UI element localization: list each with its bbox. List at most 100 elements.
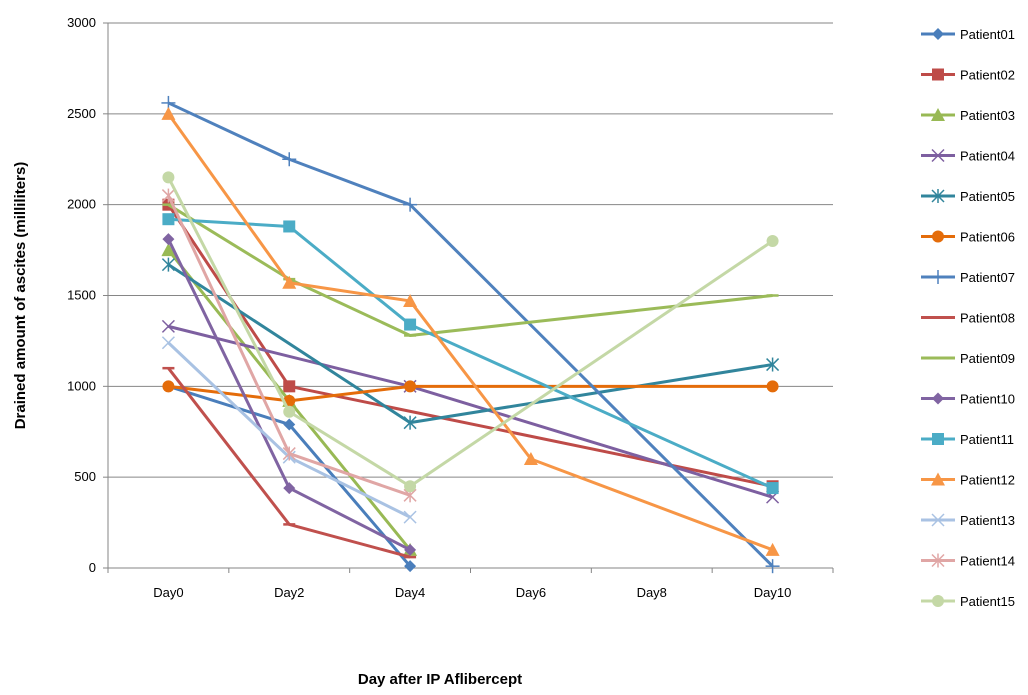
series-line bbox=[167, 263, 773, 425]
legend-marker bbox=[932, 392, 944, 405]
series-line bbox=[167, 203, 773, 337]
data-point bbox=[283, 220, 296, 233]
data-point bbox=[282, 275, 297, 289]
grid-lines bbox=[108, 22, 833, 478]
data-point bbox=[765, 542, 780, 556]
legend-label: Patient03 bbox=[960, 108, 1015, 123]
data-point bbox=[162, 213, 175, 226]
series-Patient14 bbox=[161, 188, 417, 503]
legend-marker bbox=[932, 433, 944, 445]
data-point bbox=[161, 319, 175, 333]
x-tick-label: Day4 bbox=[395, 585, 425, 600]
axes: 0 500 1000 1500 2000 2500 3000 Day0 Day2 Day4 Day6… bbox=[67, 15, 834, 600]
x-tick-label: Day2 bbox=[274, 585, 304, 600]
x-axis-title: Day after IP Aflibercept bbox=[358, 671, 522, 688]
data-point bbox=[765, 559, 780, 574]
legend-entry: Patient12 bbox=[921, 472, 1015, 488]
data-point bbox=[404, 318, 417, 331]
data-point bbox=[523, 452, 538, 465]
legend-entry: Patient06 bbox=[921, 230, 1015, 245]
legend-entry: Patient13 bbox=[921, 513, 1015, 528]
legend-entry: Patient07 bbox=[921, 270, 1015, 285]
data-point bbox=[283, 482, 296, 495]
data-point bbox=[403, 197, 418, 212]
y-tick-label: 3000 bbox=[67, 15, 96, 30]
legend-entry: Patient11 bbox=[921, 432, 1014, 447]
y-axis-title: Drained amount of ascites (milliliters) bbox=[12, 162, 29, 430]
data-point bbox=[766, 357, 780, 372]
x-tick-label: Day8 bbox=[637, 585, 667, 600]
x-tick-label: Day0 bbox=[153, 585, 183, 600]
data-point bbox=[161, 243, 176, 257]
legend-marker bbox=[931, 472, 945, 486]
legend-entry: Patient08 bbox=[921, 311, 1015, 326]
legend-entry: Patient05 bbox=[921, 189, 1015, 204]
y-tick-label: 0 bbox=[89, 560, 96, 575]
y-tick-label: 2500 bbox=[67, 106, 96, 121]
legend-marker bbox=[931, 513, 945, 527]
legend-label: Patient08 bbox=[960, 311, 1015, 326]
legend-marker bbox=[932, 28, 944, 40]
legend-marker bbox=[931, 553, 945, 568]
legend-entry: Patient10 bbox=[921, 392, 1015, 407]
series-line bbox=[168, 217, 774, 490]
data-point bbox=[766, 380, 779, 393]
legend: Patient01 Patient02 Patient03 Patient04 Pati… bbox=[921, 27, 1015, 609]
legend-label: Patient14 bbox=[960, 554, 1015, 569]
data-point bbox=[403, 293, 418, 307]
data-point bbox=[766, 235, 779, 247]
legend-entry: Patient02 bbox=[921, 68, 1015, 83]
data-point bbox=[161, 188, 175, 203]
series-Patient15 bbox=[162, 171, 779, 493]
data-point bbox=[403, 510, 417, 524]
series-Patient12 bbox=[161, 106, 780, 556]
data-point bbox=[283, 380, 296, 393]
legend-label: Patient07 bbox=[960, 270, 1015, 285]
data-point bbox=[283, 405, 296, 418]
data-point bbox=[404, 480, 417, 493]
series-Patient10 bbox=[162, 233, 417, 556]
legend-entry: Patient04 bbox=[921, 149, 1015, 164]
series-line bbox=[167, 176, 774, 488]
legend-marker bbox=[931, 270, 945, 284]
legend-label: Patient04 bbox=[960, 149, 1015, 164]
legend-marker bbox=[932, 595, 944, 607]
legend-label: Patient09 bbox=[960, 351, 1015, 366]
legend-entry: Patient15 bbox=[921, 594, 1015, 609]
data-point bbox=[162, 233, 175, 246]
data-point bbox=[403, 415, 417, 430]
data-point bbox=[162, 171, 175, 184]
data-point bbox=[766, 482, 779, 495]
legend-label: Patient02 bbox=[960, 68, 1015, 83]
data-point bbox=[161, 336, 175, 350]
legend-label: Patient15 bbox=[960, 594, 1015, 609]
data-point bbox=[162, 380, 175, 393]
y-tick-label: 1000 bbox=[67, 378, 96, 393]
legend-entry: Patient01 bbox=[921, 27, 1015, 42]
series-lines bbox=[161, 95, 780, 574]
legend-label: Patient01 bbox=[960, 27, 1015, 42]
y-tick-label: 2000 bbox=[67, 197, 96, 212]
legend-entry: Patient03 bbox=[921, 108, 1015, 123]
legend-label: Patient11 bbox=[960, 432, 1014, 447]
data-point bbox=[282, 446, 296, 461]
legend-entry: Patient09 bbox=[921, 351, 1015, 366]
legend-entry: Patient14 bbox=[921, 553, 1015, 569]
legend-label: Patient13 bbox=[960, 513, 1015, 528]
data-point bbox=[404, 380, 417, 393]
series-Patient07 bbox=[161, 95, 780, 574]
legend-label: Patient05 bbox=[960, 189, 1015, 204]
data-point bbox=[404, 560, 417, 573]
legend-label: Patient06 bbox=[960, 230, 1015, 245]
series-Patient05 bbox=[161, 257, 780, 430]
legend-marker bbox=[931, 189, 945, 203]
data-point bbox=[283, 418, 296, 431]
data-point bbox=[161, 106, 176, 120]
series-Patient06 bbox=[162, 380, 779, 407]
data-point bbox=[161, 257, 175, 272]
y-tick-label: 1500 bbox=[67, 288, 96, 303]
legend-label: Patient10 bbox=[960, 392, 1015, 407]
data-point bbox=[282, 152, 297, 167]
